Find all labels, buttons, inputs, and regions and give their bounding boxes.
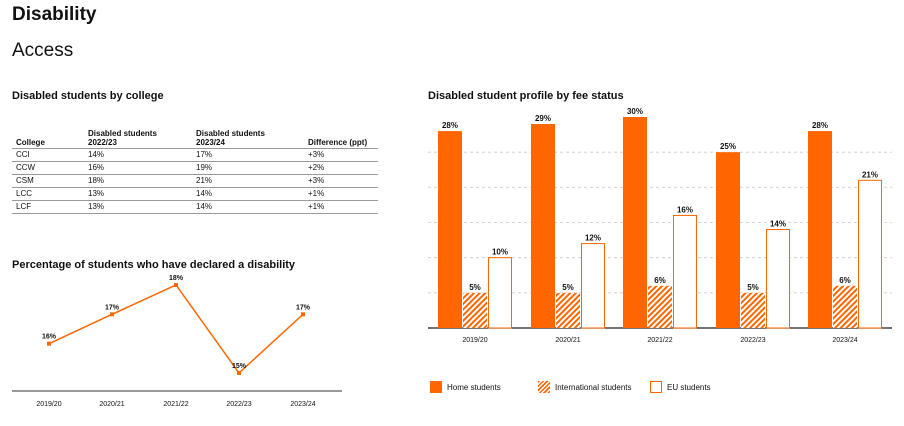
eu-bar xyxy=(673,214,697,329)
line-data-label: 18% xyxy=(169,275,184,282)
cell-2023: 17% xyxy=(192,148,304,162)
cell-difference: +2% xyxy=(304,161,378,175)
legend-eu-swatch xyxy=(650,381,662,393)
cell-difference: +1% xyxy=(304,187,378,201)
table-row: CCW 16% 19% +2% xyxy=(12,161,378,175)
line-x-tick-label: 2021/22 xyxy=(163,401,188,408)
eu-bar xyxy=(858,179,882,329)
col-header-2023: Disabled students 2023/24 xyxy=(196,129,265,147)
col-header-difference: Difference (ppt) xyxy=(308,138,368,147)
home-bar xyxy=(438,131,462,328)
bar-data-label: 25% xyxy=(720,142,736,151)
bar-data-label: 6% xyxy=(654,276,666,285)
eu-bar xyxy=(766,229,790,329)
legend-international-label: International students xyxy=(555,382,632,392)
cell-2022: 13% xyxy=(84,187,192,201)
line-point xyxy=(301,312,305,317)
legend-international-swatch xyxy=(538,381,550,393)
bar-data-label: 12% xyxy=(585,234,601,243)
home-bar xyxy=(716,152,740,328)
line-data-label: 17% xyxy=(296,304,311,311)
legend-international: International students xyxy=(538,381,632,393)
col-header-college: College xyxy=(16,138,45,147)
bar-data-label: 10% xyxy=(492,248,508,257)
international-bar xyxy=(556,292,580,328)
bar-x-tick-label: 2021/22 xyxy=(647,337,672,344)
line-data-label: 15% xyxy=(232,363,247,370)
cell-2022: 14% xyxy=(84,148,192,162)
line-point xyxy=(237,371,241,375)
bar-data-label: 29% xyxy=(535,114,551,123)
bar-x-tick-label: 2023/24 xyxy=(832,337,857,344)
cell-difference: +1% xyxy=(304,200,378,214)
bar-data-label: 28% xyxy=(812,121,828,130)
legend-eu-label: EU students xyxy=(667,382,711,392)
international-bar xyxy=(833,285,857,328)
bar-data-label: 14% xyxy=(770,220,786,229)
bar-chart-title: Disabled student profile by fee status xyxy=(428,90,624,102)
bar-data-label: 5% xyxy=(562,283,574,292)
college-table-title: Disabled students by college xyxy=(12,90,164,102)
cell-college: CSM xyxy=(12,174,84,188)
line-x-tick-label: 2022/23 xyxy=(226,401,251,408)
table-row: CSM 18% 21% +3% xyxy=(12,174,378,188)
legend-home: Home students xyxy=(430,381,501,393)
cell-college: LCC xyxy=(12,187,84,201)
table-row: LCF 13% 14% +1% xyxy=(12,200,378,214)
cell-2023: 19% xyxy=(192,161,304,175)
cell-2023: 14% xyxy=(192,187,304,201)
cell-difference: +3% xyxy=(304,148,378,162)
eu-bar xyxy=(581,243,605,329)
college-table-header-row: College Disabled students 2022/23 Disable… xyxy=(12,128,378,149)
legend-home-swatch xyxy=(430,381,442,393)
home-bar xyxy=(623,117,647,328)
line-data-label: 17% xyxy=(105,304,120,311)
table-row: LCC 13% 14% +1% xyxy=(12,187,378,201)
college-table: College Disabled students 2022/23 Disable… xyxy=(12,128,378,214)
line-chart-title: Percentage of students who have declared… xyxy=(12,259,296,271)
legend-home-label: Home students xyxy=(447,382,501,392)
line-chart: 16% 17% 18% 15% 17% 2019/20 2020/21 2021/22 2022… xyxy=(12,275,342,408)
line-point xyxy=(47,341,51,346)
bar-data-label: 21% xyxy=(862,170,878,179)
cell-college: CCI xyxy=(12,148,84,162)
line-series xyxy=(48,284,304,375)
col-header-2022: Disabled students 2022/23 xyxy=(88,129,157,147)
cell-2023: 21% xyxy=(192,174,304,188)
international-bar xyxy=(648,285,672,328)
international-bar xyxy=(463,292,487,328)
cell-difference: +3% xyxy=(304,174,378,188)
section-title: Access xyxy=(12,40,74,61)
line-x-tick-label: 2019/20 xyxy=(36,401,61,408)
table-row: CCI 14% 17% +3% xyxy=(12,148,378,162)
cell-2022: 16% xyxy=(84,161,192,175)
bar-data-label: 28% xyxy=(442,121,458,130)
cell-college: CCW xyxy=(12,161,84,175)
cell-college: LCF xyxy=(12,200,84,214)
eu-bar xyxy=(488,257,512,329)
legend-eu: EU students xyxy=(650,381,711,393)
line-x-tick-label: 2020/21 xyxy=(99,401,124,408)
international-bar xyxy=(741,292,765,328)
line-point xyxy=(110,312,114,317)
cell-2022: 18% xyxy=(84,174,192,188)
page-title: Disability xyxy=(12,4,97,25)
bar-chart: 28% 5% 10% 2019/20 29% 5% 12% 2020/21 30% 6% 16% 20… xyxy=(428,107,892,344)
home-bar xyxy=(531,124,555,329)
bar-x-tick-label: 2020/21 xyxy=(555,337,580,344)
home-bar xyxy=(808,131,832,328)
bar-x-tick-label: 2019/20 xyxy=(462,337,487,344)
cell-2022: 13% xyxy=(84,200,192,214)
line-data-label: 16% xyxy=(42,334,57,341)
bar-data-label: 6% xyxy=(839,276,851,285)
bar-data-label: 16% xyxy=(677,205,693,214)
bar-x-tick-label: 2022/23 xyxy=(740,337,765,344)
cell-2023: 14% xyxy=(192,200,304,214)
bar-data-label: 5% xyxy=(469,283,481,292)
bar-data-label: 5% xyxy=(747,283,759,292)
line-x-tick-label: 2023/24 xyxy=(290,401,315,408)
line-point xyxy=(174,283,178,287)
bar-data-label: 30% xyxy=(627,107,643,116)
